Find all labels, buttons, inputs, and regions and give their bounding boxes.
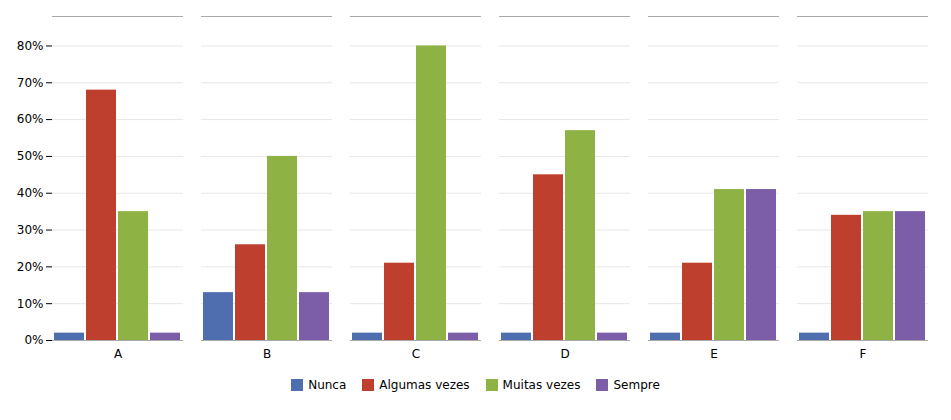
svg-text:A: A	[114, 347, 123, 361]
svg-text:30%: 30%	[17, 223, 44, 237]
html-text:Algumas vezes: Algumas vezes	[379, 378, 470, 392]
svg-text:80%: 80%	[17, 39, 44, 53]
svg-text:C: C	[412, 347, 420, 361]
html-text:Muitas vezes: Muitas vezes	[502, 378, 581, 392]
html-text:Sempre: Sempre	[613, 378, 660, 392]
svg-text:20%: 20%	[17, 260, 44, 274]
svg-text:10%: 10%	[17, 297, 44, 311]
html-text:Nunca: Nunca	[308, 378, 347, 392]
svg-text:0%: 0%	[24, 333, 43, 347]
svg-text:50%: 50%	[17, 149, 44, 163]
svg-text:60%: 60%	[17, 112, 44, 126]
svg-text:D: D	[560, 347, 569, 361]
svg-text:E: E	[710, 347, 718, 361]
svg-text:B: B	[263, 347, 271, 361]
svg-text:70%: 70%	[17, 76, 44, 90]
svg-text:40%: 40%	[17, 186, 44, 200]
svg-text:F: F	[860, 347, 867, 361]
